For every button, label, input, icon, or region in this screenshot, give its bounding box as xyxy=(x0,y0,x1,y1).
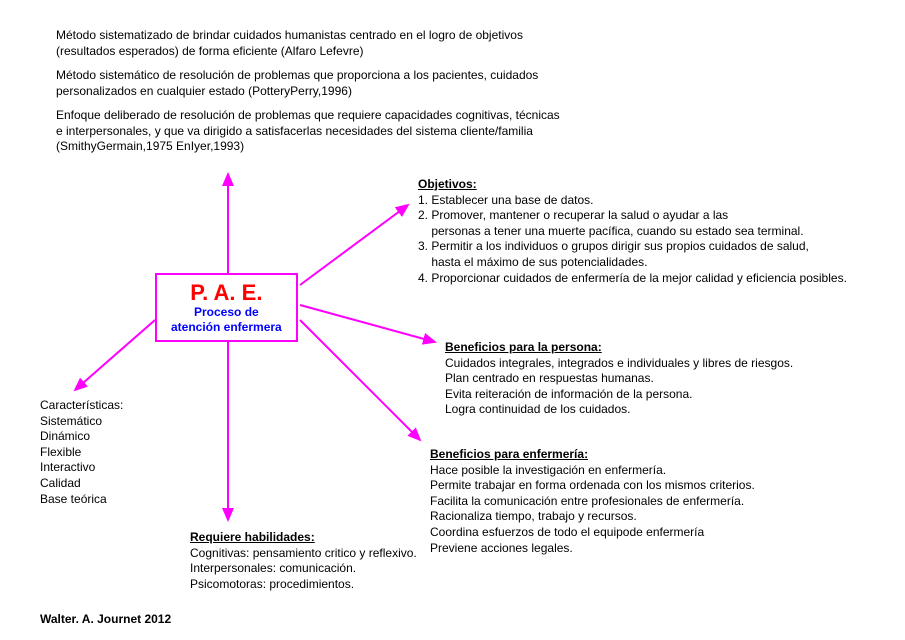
beneficios-persona-block: Beneficios para la persona: Cuidados int… xyxy=(445,340,875,418)
habilidades-line: Psicomotoras: procedimientos. xyxy=(190,577,490,593)
objetivos-item: 1. Establecer una base de datos. xyxy=(418,193,898,209)
arrow-beneficios-enfermeria xyxy=(300,320,420,440)
central-title: P. A. E. xyxy=(171,281,282,305)
habilidades-heading: Requiere habilidades: xyxy=(190,530,490,546)
objetivos-item: 2. Promover, mantener o recuperar la sal… xyxy=(418,208,898,224)
central-node: P. A. E. Proceso de atención enfermera xyxy=(155,273,298,342)
beneficios-persona-line: Cuidados integrales, integrados e indivi… xyxy=(445,356,875,372)
objetivos-block: Objetivos: 1. Establecer una base de dat… xyxy=(418,177,898,286)
arrow-beneficios-persona xyxy=(300,305,435,342)
beneficios-enfermeria-line: Permite trabajar en forma ordenada con l… xyxy=(430,478,860,494)
definition-3: Enfoque deliberado de resolución de prob… xyxy=(56,108,566,155)
author-footer: Walter. A. Journet 2012 xyxy=(40,612,171,626)
definition-text: Enfoque deliberado de resolución de prob… xyxy=(56,108,560,153)
beneficios-persona-line: Logra continuidad de los cuidados. xyxy=(445,402,875,418)
beneficios-persona-heading: Beneficios para la persona: xyxy=(445,340,875,356)
caracteristicas-block: Características: Sistemático Dinámico Fl… xyxy=(40,398,200,507)
objetivos-item: 3. Permitir a los individuos o grupos di… xyxy=(418,239,898,255)
beneficios-enfermeria-line: Coordina esfuerzos de todo el equipode e… xyxy=(430,525,860,541)
objetivos-heading: Objetivos: xyxy=(418,177,898,193)
caracteristicas-line: Calidad xyxy=(40,476,200,492)
objetivos-item: hasta el máximo de sus potencialidades. xyxy=(418,255,898,271)
central-sub-2: atención enfermera xyxy=(171,320,282,334)
caracteristicas-line: Base teórica xyxy=(40,492,200,508)
beneficios-enfermeria-line: Previene acciones legales. xyxy=(430,541,860,557)
arrow-objetivos xyxy=(300,205,408,285)
beneficios-enfermeria-block: Beneficios para enfermería: Hace posible… xyxy=(430,447,860,556)
definition-1: Método sistematizado de brindar cuidados… xyxy=(56,28,566,59)
beneficios-enfermeria-line: Hace posible la investigación en enferme… xyxy=(430,463,860,479)
caracteristicas-line: Flexible xyxy=(40,445,200,461)
caracteristicas-heading: Características: xyxy=(40,398,200,414)
definition-text: Método sistemático de resolución de prob… xyxy=(56,68,538,98)
beneficios-enfermeria-heading: Beneficios para enfermería: xyxy=(430,447,860,463)
definition-2: Método sistemático de resolución de prob… xyxy=(56,68,566,99)
definition-text: Método sistematizado de brindar cuidados… xyxy=(56,28,523,58)
caracteristicas-line: Dinámico xyxy=(40,429,200,445)
caracteristicas-line: Sistemático xyxy=(40,414,200,430)
central-sub-1: Proceso de xyxy=(171,305,282,319)
footer-text: Walter. A. Journet 2012 xyxy=(40,612,171,626)
beneficios-enfermeria-line: Facilita la comunicación entre profesion… xyxy=(430,494,860,510)
arrow-caracteristicas xyxy=(75,320,155,390)
habilidades-block: Requiere habilidades: Cognitivas: pensam… xyxy=(190,530,490,592)
beneficios-persona-line: Plan centrado en respuestas humanas. xyxy=(445,371,875,387)
habilidades-line: Cognitivas: pensamiento critico y reflex… xyxy=(190,546,490,562)
caracteristicas-line: Interactivo xyxy=(40,460,200,476)
objetivos-item: 4. Proporcionar cuidados de enfermería d… xyxy=(418,271,898,287)
habilidades-line: Interpersonales: comunicación. xyxy=(190,561,490,577)
beneficios-enfermeria-line: Racionaliza tiempo, trabajo y recursos. xyxy=(430,509,860,525)
objetivos-item: personas a tener una muerte pacífica, cu… xyxy=(418,224,898,240)
beneficios-persona-line: Evita reiteración de información de la p… xyxy=(445,387,875,403)
